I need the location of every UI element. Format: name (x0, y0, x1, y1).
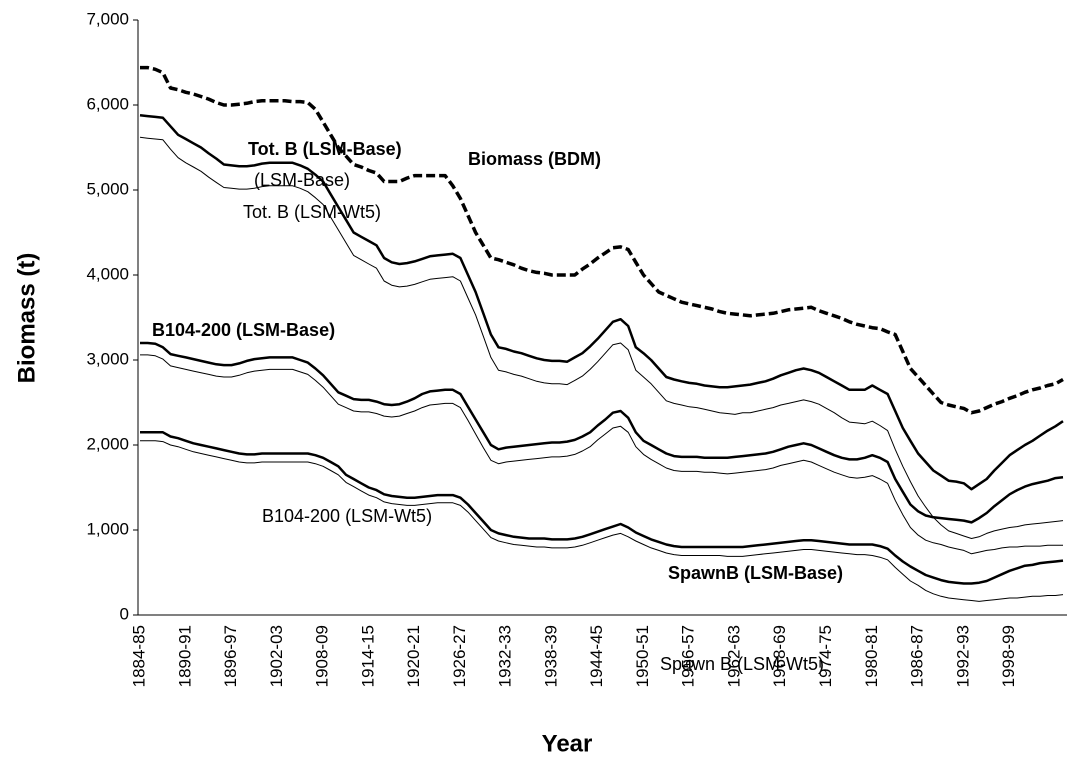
x-tick-label: 1998-99 (999, 625, 1018, 687)
y-tick-label: 2,000 (86, 434, 129, 453)
x-tick-label: 1914-15 (358, 625, 377, 687)
x-tick-label: 1938-39 (541, 625, 560, 687)
y-tick-label: 0 (120, 604, 129, 623)
x-tick-label: 1986-87 (908, 625, 927, 687)
series-line (139, 136, 1064, 539)
series-line (140, 440, 1064, 602)
series-line (140, 431, 1064, 585)
series-line (140, 354, 1063, 555)
series-line (140, 341, 1064, 524)
series-label: Biomass (BDM) (468, 149, 601, 169)
y-tick-label: 5,000 (86, 179, 129, 198)
x-tick-label: 1926-27 (450, 625, 469, 687)
x-tick-label: 1974-75 (816, 625, 835, 687)
y-tick-label: 6,000 (86, 94, 129, 113)
x-tick-label: 1896-97 (221, 625, 240, 687)
x-tick-label: 1962-63 (724, 625, 743, 687)
x-tick-label: 1968-69 (770, 625, 789, 687)
y-tick-label: 3,000 (86, 349, 129, 368)
x-tick-label: 1956-57 (679, 625, 698, 687)
annotation: (LSM-Base) (254, 170, 350, 190)
series-label: SpawnB (LSM-Base) (668, 563, 843, 583)
series-label: Tot. B (LSM-Wt5) (243, 202, 381, 222)
x-tick-label: 1980-81 (862, 625, 881, 687)
y-tick-label: 4,000 (86, 264, 129, 283)
x-axis-title: Year (542, 730, 593, 757)
y-axis-title: Biomass (t) (13, 253, 40, 384)
x-tick-label: 1908-09 (313, 625, 332, 687)
series-label: Spawn B (LSM-Wt5) (660, 654, 824, 674)
series-line (139, 113, 1064, 491)
series-label: B104-200 (LSM-Wt5) (262, 506, 432, 526)
x-tick-label: 1884-85 (129, 625, 148, 687)
y-tick-label: 7,000 (86, 9, 129, 28)
series-line (140, 65, 1064, 415)
series-label: Tot. B (LSM-Base) (248, 139, 402, 159)
x-tick-label: 1902-03 (267, 625, 286, 687)
x-tick-label: 1944-45 (587, 625, 606, 687)
x-tick-label: 1992-93 (953, 625, 972, 687)
y-tick-label: 1,000 (86, 519, 129, 538)
x-tick-label: 1932-33 (496, 625, 515, 687)
x-tick-label: 1950-51 (633, 625, 652, 687)
series-label: B104-200 (LSM-Base) (152, 320, 335, 340)
x-tick-label: 1920-21 (404, 625, 423, 687)
x-tick-label: 1890-91 (175, 625, 194, 687)
